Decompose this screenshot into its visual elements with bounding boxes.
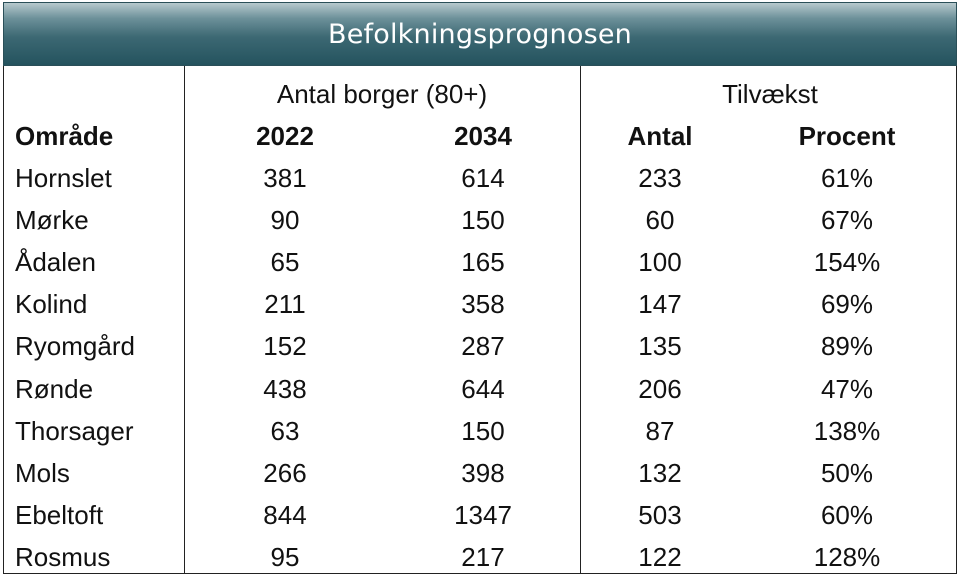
cell-procent: 69% <box>820 289 874 319</box>
cell-antal: 503 <box>638 500 682 530</box>
column-header-2034: 2034 <box>454 121 512 151</box>
cell-y2034: 287 <box>461 331 505 361</box>
cell-antal: 122 <box>638 542 682 572</box>
column-header-antal: Antal <box>627 121 693 151</box>
cell-y2022: 266 <box>263 458 307 488</box>
group-header-antal-borger: Antal borger (80+) <box>276 79 488 109</box>
cell-y2022: 95 <box>270 542 300 572</box>
cell-procent: 47% <box>820 374 874 404</box>
column-divider <box>184 66 185 573</box>
cell-y2022: 90 <box>270 205 300 235</box>
cell-antal: 135 <box>638 331 682 361</box>
cell-y2034: 150 <box>461 205 505 235</box>
cell-procent: 67% <box>820 205 874 235</box>
cell-y2034: 217 <box>461 542 505 572</box>
cell-procent: 60% <box>820 500 874 530</box>
cell-omraade: Mørke <box>15 205 89 235</box>
cell-omraade: Mols <box>15 458 70 488</box>
cell-y2034: 358 <box>461 289 505 319</box>
cell-antal: 233 <box>638 163 682 193</box>
cell-y2034: 1347 <box>454 500 512 530</box>
cell-omraade: Ådalen <box>15 247 96 277</box>
cell-antal: 60 <box>645 205 675 235</box>
cell-y2022: 438 <box>263 374 307 404</box>
table-body: Antal borger (80+) Tilvækst Område 2022 … <box>3 66 957 574</box>
cell-procent: 89% <box>820 331 874 361</box>
cell-antal: 100 <box>638 247 682 277</box>
cell-omraade: Ryomgård <box>15 331 135 361</box>
cell-antal: 132 <box>638 458 682 488</box>
population-forecast-table: Befolkningsprognosen Antal borger (80+) … <box>3 2 957 574</box>
cell-procent: 50% <box>820 458 874 488</box>
cell-procent: 128% <box>813 542 881 572</box>
cell-omraade: Kolind <box>15 289 88 319</box>
cell-y2022: 211 <box>264 289 306 319</box>
column-header-omraade: Område <box>15 121 114 151</box>
column-divider <box>580 66 581 573</box>
cell-y2022: 381 <box>263 163 307 193</box>
group-header-tilvaekst: Tilvækst <box>722 79 818 109</box>
cell-antal: 206 <box>638 374 682 404</box>
cell-antal: 147 <box>638 289 682 319</box>
column-header-2022: 2022 <box>256 121 314 151</box>
cell-procent: 61% <box>820 163 874 193</box>
cell-y2022: 152 <box>263 331 307 361</box>
cell-y2034: 150 <box>461 416 505 446</box>
cell-omraade: Rosmus <box>15 542 111 572</box>
cell-y2022: 844 <box>263 500 307 530</box>
cell-procent: 154% <box>813 247 881 277</box>
cell-omraade: Thorsager <box>15 416 134 446</box>
cell-omraade: Rønde <box>15 374 94 404</box>
cell-y2034: 398 <box>461 458 505 488</box>
cell-y2034: 614 <box>461 163 505 193</box>
table-title: Befolkningsprognosen <box>328 18 632 50</box>
cell-y2034: 165 <box>461 247 505 277</box>
cell-y2022: 63 <box>270 416 300 446</box>
cell-procent: 138% <box>813 416 881 446</box>
cell-y2022: 65 <box>270 247 300 277</box>
column-header-procent: Procent <box>798 121 896 151</box>
cell-omraade: Hornslet <box>15 163 112 193</box>
cell-omraade: Ebeltoft <box>15 500 104 530</box>
cell-y2034: 644 <box>461 374 505 404</box>
title-banner: Befolkningsprognosen <box>3 2 957 66</box>
cell-antal: 87 <box>645 416 675 446</box>
